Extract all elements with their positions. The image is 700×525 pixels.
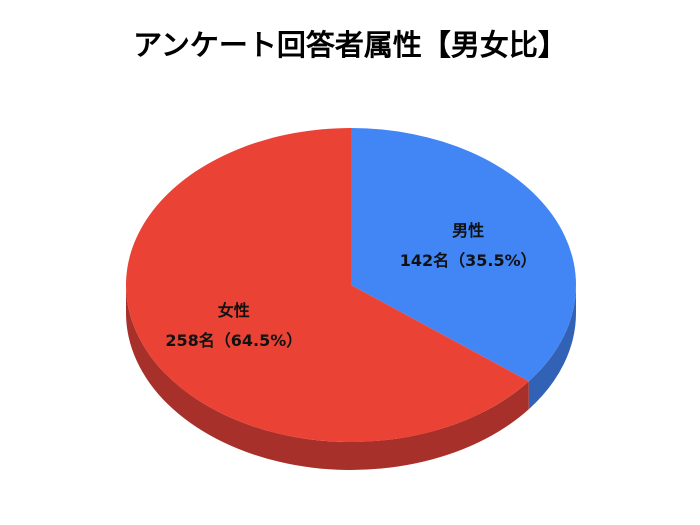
pie-slice-1: [125, 128, 529, 442]
slice-name-label: 男性: [452, 221, 484, 240]
pie-side-1: [125, 285, 529, 470]
chart-title: アンケート回答者属性【男女比】: [133, 28, 567, 62]
slice-value-label: 258名（64.5%）: [165, 331, 302, 350]
pie-slice-0: [351, 128, 576, 382]
slice-value-label: 142名（35.5%）: [400, 251, 537, 270]
slice-name-label: 女性: [218, 301, 250, 320]
pie-side-0: [528, 285, 576, 410]
